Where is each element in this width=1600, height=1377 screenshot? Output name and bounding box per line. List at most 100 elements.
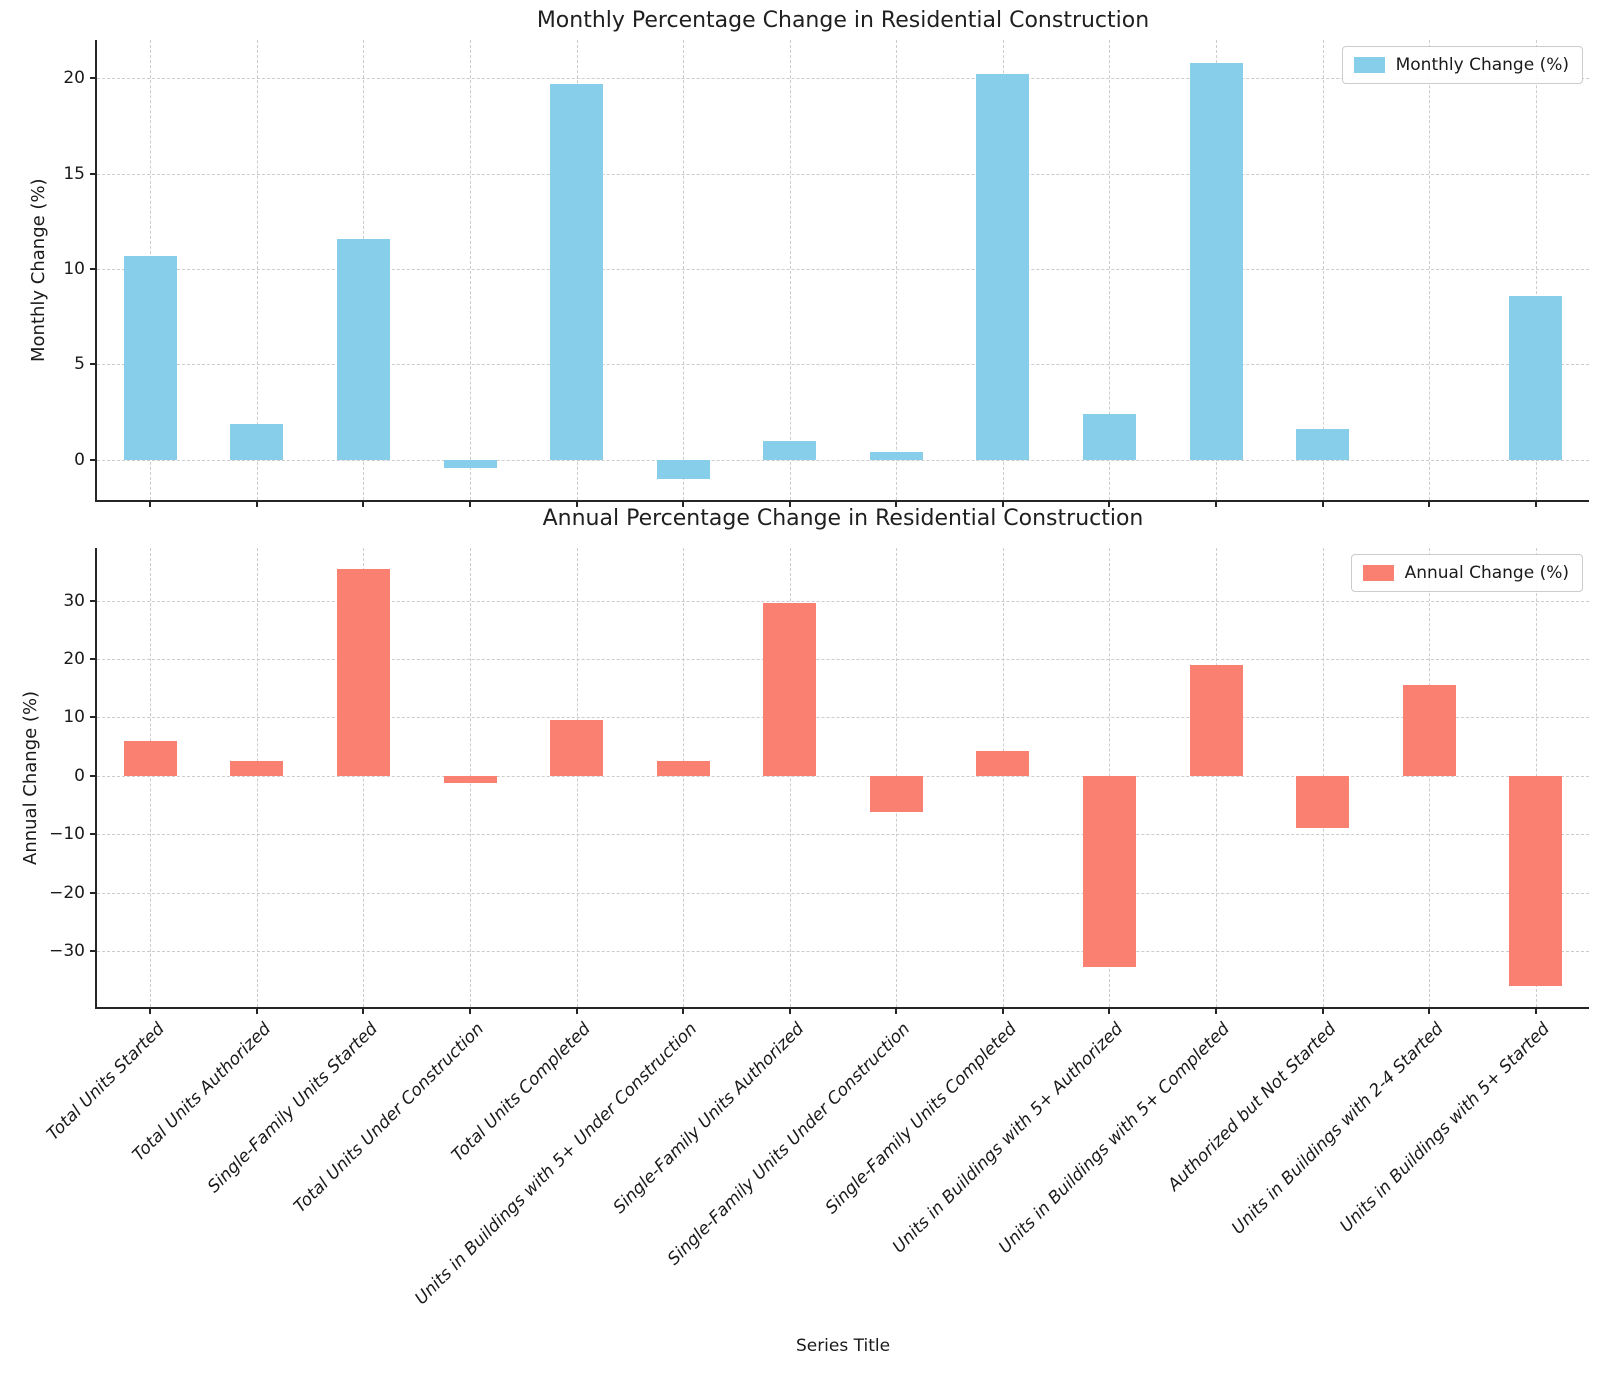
y-tick: [90, 363, 97, 366]
x-tick: [1108, 500, 1111, 507]
x-tick: [362, 1007, 365, 1014]
gridline-h: [97, 459, 1589, 461]
monthly-bar: [1189, 62, 1243, 460]
annual-bar: [869, 775, 923, 812]
y-tick-label: 20: [63, 68, 85, 89]
x-tick: [895, 1007, 898, 1014]
x-tick-label: Total Units Under Construction: [290, 1019, 489, 1217]
x-tick: [895, 500, 898, 507]
gridline-h: [97, 600, 1589, 602]
x-tick-label: Units in Buildings with 5+ Authorized: [889, 1019, 1128, 1258]
gridline-v: [256, 548, 258, 1007]
y-tick: [90, 268, 97, 271]
gridline-v: [789, 548, 791, 1007]
gridline-h: [97, 717, 1589, 719]
x-tick: [682, 1007, 685, 1014]
gridline-v: [683, 548, 685, 1007]
annual-legend-swatch: [1362, 565, 1394, 581]
y-tick-label: 10: [63, 707, 85, 728]
monthly-legend-label: Monthly Change (%): [1395, 55, 1569, 75]
annual-bar: [1296, 775, 1350, 829]
x-tick: [1108, 1007, 1111, 1014]
x-tick: [1428, 1007, 1431, 1014]
y-tick-label: 10: [63, 259, 85, 280]
monthly-bar: [550, 83, 604, 460]
x-tick: [469, 500, 471, 507]
x-tick-label: Authorized but Not Started: [1164, 1019, 1341, 1196]
y-tick-label: 15: [63, 163, 85, 184]
x-tick: [149, 1007, 152, 1014]
x-tick: [1428, 500, 1431, 507]
x-tick: [788, 500, 791, 507]
annual-bar: [763, 603, 817, 776]
y-tick-label: 0: [74, 765, 85, 786]
x-tick-label: Single-Family Units Started: [203, 1019, 382, 1197]
y-tick-label: −20: [49, 882, 85, 903]
y-tick-label: 0: [74, 449, 85, 470]
annual-bar: [1189, 665, 1243, 776]
x-tick: [682, 500, 685, 507]
y-tick: [90, 716, 97, 719]
monthly-bar: [1509, 295, 1563, 460]
x-tick: [1001, 500, 1004, 507]
x-tick-label: Total Units Started: [42, 1019, 169, 1145]
gridline-v: [1429, 548, 1431, 1007]
y-tick: [90, 172, 97, 175]
y-tick: [90, 657, 97, 660]
gridline-h: [97, 364, 1589, 366]
y-tick: [90, 774, 97, 777]
monthly-bar: [656, 459, 710, 479]
axis-spine-bottom: [95, 500, 1589, 502]
gridline-h: [97, 173, 1589, 175]
monthly-bar: [230, 423, 284, 460]
y-tick: [90, 891, 97, 894]
monthly-bar: [1082, 414, 1136, 460]
x-tick-label: Units in Buildings with 5+ Started: [1336, 1019, 1554, 1237]
gridline-h: [97, 775, 1589, 777]
x-tick: [1215, 500, 1217, 507]
x-tick-label: Units in Buildings with 5+ Completed: [995, 1019, 1235, 1258]
x-tick: [1321, 500, 1324, 507]
gridline-h: [97, 892, 1589, 894]
x-tick: [255, 500, 258, 507]
x-tick: [362, 500, 365, 507]
annual-bar: [1402, 684, 1456, 776]
x-tick-label: Single-Family Units Completed: [821, 1019, 1022, 1219]
monthly-bar: [336, 238, 390, 460]
gridline-h: [97, 834, 1589, 836]
monthly-bar: [869, 452, 923, 460]
axis-spine-left: [95, 548, 97, 1009]
annual-y-axis-label: Annual Change (%): [20, 690, 41, 865]
x-tick: [788, 1007, 791, 1014]
y-tick-label: 30: [63, 590, 85, 611]
y-tick: [90, 458, 97, 461]
x-tick: [469, 1007, 471, 1014]
x-tick: [575, 500, 578, 507]
monthly-bar: [123, 255, 177, 460]
annual-bar: [976, 750, 1030, 776]
y-tick: [90, 833, 97, 836]
y-tick-label: −10: [49, 824, 85, 845]
x-tick: [255, 1007, 258, 1014]
x-tick-label: Single-Family Units Authorized: [609, 1019, 808, 1218]
annual-bar: [550, 719, 604, 776]
annual-bar: [1509, 775, 1563, 986]
gridline-v: [1216, 548, 1217, 1007]
annual-legend-label: Annual Change (%): [1404, 563, 1569, 583]
monthly-bar: [1296, 429, 1350, 460]
x-tick: [575, 1007, 578, 1014]
annual-legend: Annual Change (%): [1350, 554, 1583, 592]
axis-spine-bottom: [95, 1007, 1589, 1009]
annual-chart-title: Annual Percentage Change in Residential …: [542, 506, 1144, 531]
gridline-h: [97, 269, 1589, 271]
x-tick: [1321, 1007, 1324, 1014]
x-tick: [1534, 500, 1537, 507]
gridline-h: [97, 78, 1589, 80]
annual-bar: [443, 775, 497, 783]
gridline-v: [150, 548, 152, 1007]
monthly-bar: [976, 74, 1030, 460]
annual-bar: [230, 761, 284, 776]
axis-spine-left: [95, 40, 97, 502]
monthly-legend-swatch: [1353, 57, 1385, 73]
